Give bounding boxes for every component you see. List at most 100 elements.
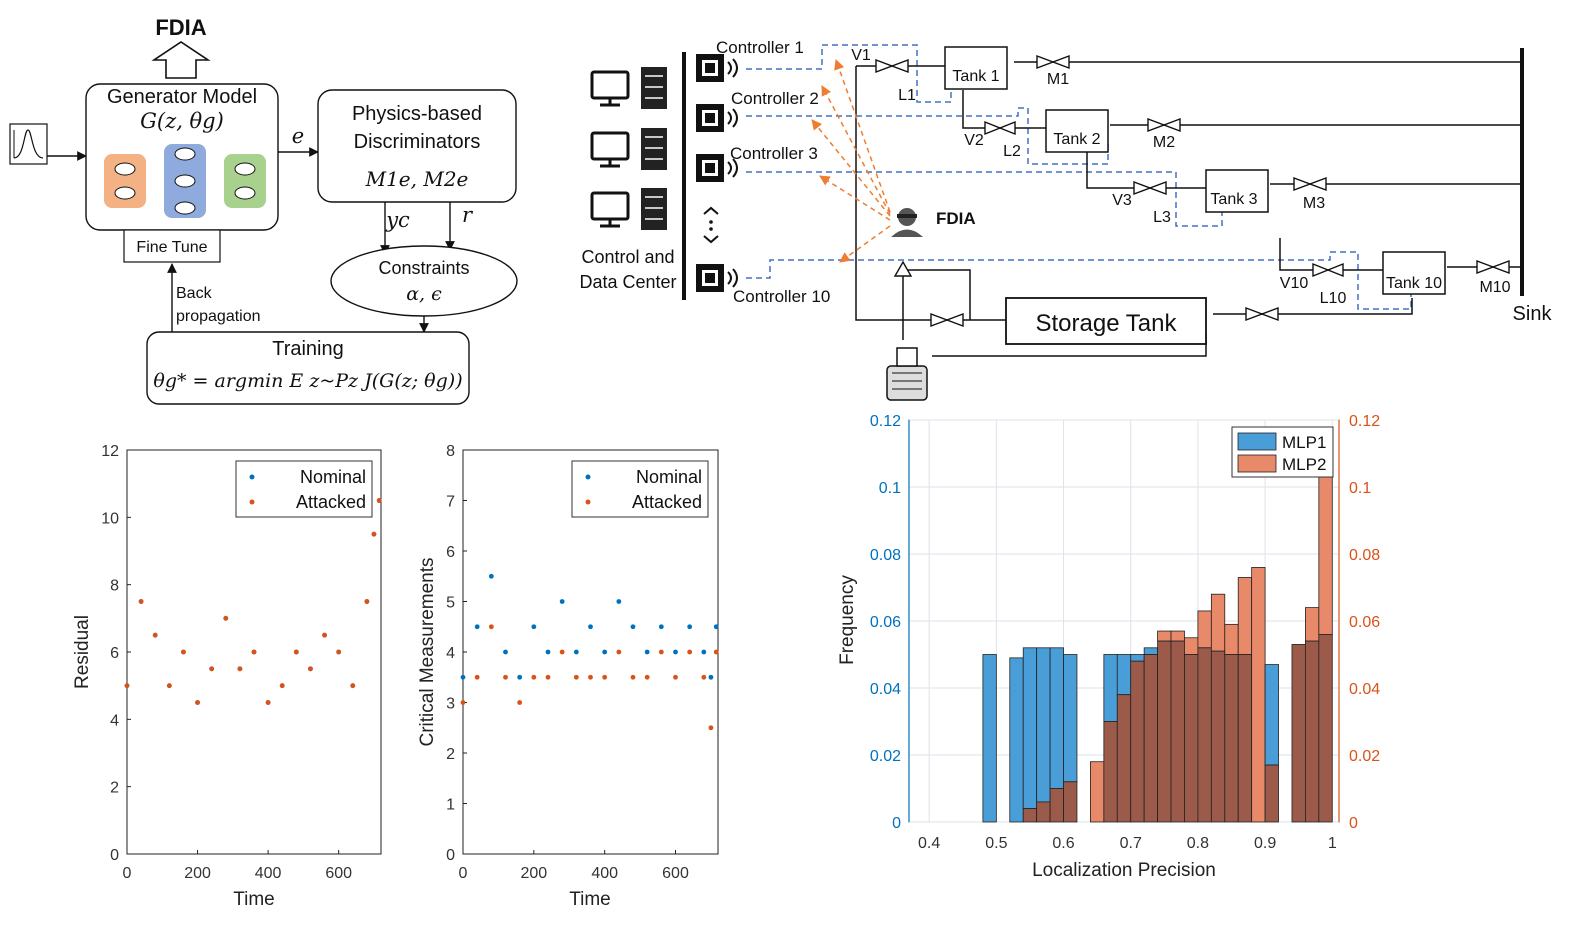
- histogram-ytick-right: 0.02: [1349, 748, 1380, 765]
- scatter2-point-nominal: [573, 649, 579, 655]
- controller-1-label: Controller 1: [716, 38, 804, 57]
- scatter2-point-nominal: [488, 573, 494, 579]
- histogram-ytick-left: 0.04: [870, 681, 901, 698]
- monitor-icon: [590, 131, 630, 168]
- scatter2-xtick: 200: [520, 865, 547, 882]
- histogram-bar-mlp2: [1210, 593, 1226, 652]
- histogram-xtick: 0.6: [1052, 835, 1074, 852]
- scatter1-point-attacked: [265, 700, 271, 705]
- scatter2-point-nominal: [474, 624, 480, 630]
- critical-measurements-chart: 0 200 400 600 0 1 2 3 4 5 6 7 8 Time Critical Measur…: [417, 443, 719, 910]
- histogram-ytick-right: 0.06: [1349, 614, 1380, 631]
- meter-3-label: M3: [1303, 195, 1325, 212]
- histogram-bar-overlap: [1184, 654, 1199, 823]
- valve-2-label: V2: [964, 132, 984, 149]
- scatter1-xtick: 200: [184, 865, 211, 882]
- histogram-ytick-right: 0.12: [1349, 413, 1380, 430]
- histogram-ytick-left: 0: [892, 815, 901, 832]
- scatter1-legend-nominal: Nominal: [300, 467, 366, 487]
- pump-icon: [886, 347, 928, 401]
- scatter2-point-attacked: [474, 674, 480, 680]
- constraints-title: Constraints: [378, 258, 469, 278]
- histogram-bar-mlp2: [1090, 761, 1105, 823]
- fdia-title: FDIA: [155, 15, 206, 40]
- tank-1-label: Tank 1: [952, 68, 999, 85]
- scatter1-point-attacked: [237, 666, 243, 672]
- monitor-icon: [590, 70, 630, 107]
- histogram-ytick-left: 0.12: [870, 413, 901, 430]
- scatter2-point-attacked: [588, 674, 593, 680]
- histogram-bar-overlap: [1291, 644, 1306, 823]
- scatter2-point-nominal: [517, 674, 523, 680]
- scatter1-ytick: 12: [101, 443, 119, 460]
- attack-arrows: [811, 59, 891, 263]
- histogram-bar-mlp1: [1049, 647, 1064, 789]
- fine-tune-box: [123, 229, 221, 263]
- histogram-bar-overlap: [1210, 650, 1226, 823]
- tank-1: [944, 46, 1008, 90]
- scatter2-point-nominal: [531, 624, 537, 630]
- scatter2-xtick: 400: [591, 865, 618, 882]
- histogram-bar-mlp2: [1305, 607, 1320, 642]
- histogram-ytick-left: 0.02: [870, 748, 901, 765]
- histogram-xtick: 1: [1328, 835, 1337, 852]
- backprop-line1: Back: [176, 285, 213, 302]
- histogram-bar-mlp2: [1251, 567, 1266, 823]
- scatter1-ytick: 10: [101, 510, 119, 527]
- histogram-xtick: 0.9: [1254, 835, 1276, 852]
- valve-1-label: V1: [851, 47, 871, 64]
- histogram-ytick-right: 0.08: [1349, 547, 1380, 564]
- histogram-bar-mlp1: [1116, 654, 1132, 696]
- scatter1-point-attacked: [166, 683, 172, 689]
- scatter2-point-attacked: [503, 674, 508, 680]
- ellipsis-dots-icon: [703, 206, 719, 244]
- scatter2-point-attacked: [602, 674, 608, 680]
- scatter1-xtick: 0: [123, 865, 132, 882]
- histogram-bar-overlap: [1318, 634, 1333, 823]
- scatter2-point-attacked: [701, 674, 707, 680]
- histogram-bar-overlap: [1103, 721, 1118, 823]
- valve-10-label: V10: [1280, 275, 1309, 292]
- training-box: [146, 331, 470, 405]
- histogram-bar-mlp1: [982, 654, 997, 823]
- system-diagram: Control and Data Center Controller 1 Con…: [579, 38, 1552, 401]
- scatter1-point-attacked: [152, 632, 158, 638]
- training-title: Training: [272, 338, 344, 360]
- scatter2-point-attacked: [708, 725, 714, 731]
- scatter2-ytick: 4: [446, 645, 455, 662]
- scatter1-ytick: 0: [110, 847, 119, 864]
- histogram-bar-overlap: [1063, 781, 1078, 823]
- tank-10-label: Tank 10: [1386, 275, 1442, 292]
- histogram-bar-mlp1: [1009, 657, 1024, 823]
- histogram-bar-overlap: [1305, 640, 1320, 823]
- scatter2-ytick: 5: [446, 595, 455, 612]
- scatter2-xtick: 600: [662, 865, 689, 882]
- edge-e-label: e: [292, 124, 304, 148]
- storage-tank-label: Storage Tank: [1036, 310, 1178, 337]
- scatter1-point-attacked: [350, 683, 356, 689]
- histogram-bar-mlp2: [1170, 630, 1185, 642]
- control-center-line1: Control and: [581, 247, 674, 267]
- histogram-bar-mlp1: [1022, 647, 1038, 809]
- edge-yc-label: yc: [385, 208, 410, 232]
- scatter2-ytick: 0: [446, 847, 455, 864]
- scatter2-point-nominal: [708, 674, 714, 680]
- controller-chip-icon: [696, 264, 738, 292]
- server-icon: [641, 67, 667, 230]
- scatter1-xtick: 600: [325, 865, 352, 882]
- scatter2-ytick: 3: [446, 696, 455, 713]
- scatter1-xtick: 400: [255, 865, 282, 882]
- scatter2-point-attacked: [687, 649, 693, 655]
- scatter2-point-nominal: [559, 599, 565, 604]
- level-3-label: L3: [1153, 209, 1171, 226]
- scatter2-point-nominal: [545, 649, 551, 655]
- scatter2-legend-nominal: Nominal: [636, 467, 702, 487]
- scatter2-point-attacked: [531, 674, 537, 680]
- histogram-bar-overlap: [1237, 654, 1253, 823]
- histogram-ytick-right: 0.1: [1349, 480, 1371, 497]
- scatter1-legend-attacked: Attacked: [296, 492, 366, 512]
- scatter2-point-attacked: [616, 649, 622, 655]
- histogram-bar-mlp1: [1036, 647, 1051, 803]
- generator-formula: G(z, θg): [140, 109, 224, 133]
- control-center-line2: Data Center: [579, 272, 676, 292]
